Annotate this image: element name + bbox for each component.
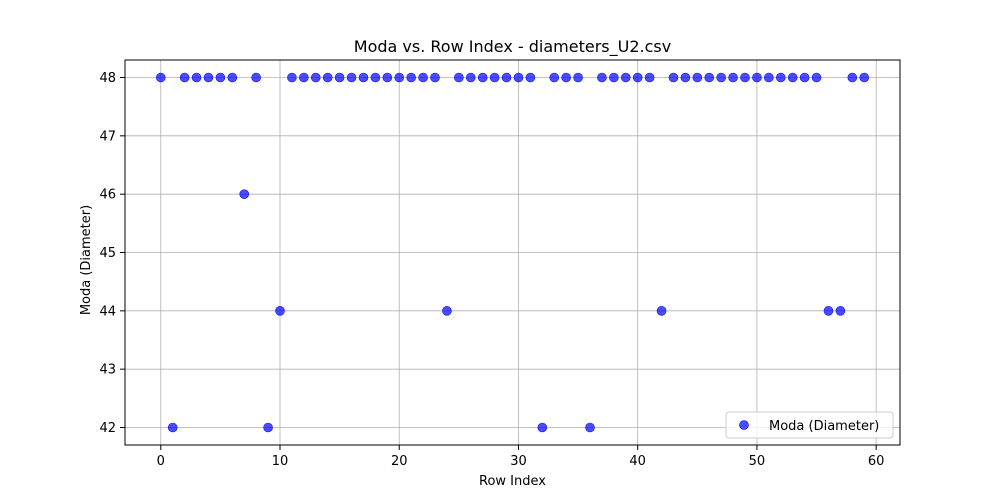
- scatter-point: [167, 422, 178, 433]
- scatter-point: [573, 72, 583, 83]
- y-tick-label: 44: [99, 304, 116, 319]
- scatter-point: [752, 72, 762, 83]
- x-tick-label: 0: [157, 454, 165, 469]
- scatter-point: [406, 72, 416, 83]
- scatter-point: [322, 72, 333, 83]
- y-axis-label: Moda (Diameter): [79, 205, 94, 315]
- x-tick-label: 30: [510, 454, 527, 469]
- x-tick-label: 10: [272, 454, 289, 469]
- scatter-point: [740, 72, 750, 83]
- y-tick-label: 43: [99, 363, 116, 378]
- scatter-point: [811, 72, 822, 83]
- scatter-point: [334, 72, 345, 83]
- x-tick-label: 20: [391, 454, 408, 469]
- scatter-point: [799, 72, 810, 83]
- scatter-point: [310, 72, 321, 83]
- scatter-point: [728, 72, 738, 83]
- scatter-point: [370, 72, 381, 83]
- scatter-point: [442, 306, 452, 316]
- scatter-point: [823, 306, 834, 316]
- y-tick-label: 45: [99, 246, 116, 261]
- scatter-point: [859, 72, 870, 83]
- scatter-point: [692, 72, 703, 83]
- scatter-point: [203, 72, 214, 83]
- scatter-point: [418, 72, 428, 83]
- y-tick-label: 46: [99, 188, 116, 203]
- scatter-point: [287, 72, 297, 83]
- scatter-point: [716, 72, 726, 83]
- scatter-point: [585, 422, 595, 433]
- scatter-point: [561, 72, 571, 83]
- scatter-point: [191, 72, 202, 83]
- data-points: [155, 72, 870, 433]
- scatter-point: [382, 72, 393, 83]
- y-tick-label: 48: [99, 71, 116, 86]
- legend-box: [725, 411, 894, 439]
- y-tick-label: 42: [99, 421, 116, 436]
- chart-title: Moda vs. Row Index - diameters_U2.csv: [354, 37, 671, 57]
- scatter-point: [299, 72, 309, 83]
- scatter-point: [680, 72, 691, 83]
- x-tick-label: 40: [629, 454, 646, 469]
- scatter-point: [489, 72, 500, 83]
- scatter-point: [597, 72, 607, 83]
- x-tick-label: 60: [868, 454, 885, 469]
- scatter-point: [346, 72, 357, 83]
- scatter-point: [764, 72, 774, 83]
- scatter-point: [775, 72, 786, 83]
- scatter-point: [275, 306, 285, 316]
- scatter-point: [501, 72, 512, 83]
- scatter-point: [215, 72, 226, 83]
- y-tick-label: 47: [99, 129, 116, 144]
- scatter-point: [835, 306, 846, 316]
- scatter-point: [620, 72, 631, 83]
- scatter-point: [632, 72, 643, 83]
- scatter-point: [179, 72, 190, 83]
- scatter-point: [465, 72, 476, 83]
- scatter-point: [430, 72, 440, 83]
- scatter-point: [668, 72, 679, 83]
- scatter-point: [704, 72, 715, 83]
- scatter-point: [358, 72, 369, 83]
- scatter-point: [513, 72, 524, 83]
- legend-label: Moda (Diameter): [769, 419, 879, 434]
- scatter-point: [644, 72, 655, 83]
- scatter-point: [537, 422, 548, 433]
- legend: Moda (Diameter): [725, 411, 894, 439]
- scatter-point: [656, 306, 667, 316]
- axis-ticks: 0 10 20 30 40 50 60 42 43 44 45 46 47 48: [99, 71, 884, 469]
- scatter-point: [239, 189, 250, 199]
- scatter-point: [454, 72, 464, 83]
- scatter-point: [847, 72, 858, 83]
- scatter-point: [155, 72, 166, 83]
- legend-marker: [739, 420, 749, 430]
- grid-lines: [125, 60, 900, 445]
- scatter-point: [787, 72, 798, 83]
- scatter-point: [549, 72, 560, 83]
- scatter-point: [251, 72, 261, 83]
- scatter-point: [609, 72, 619, 83]
- x-tick-label: 50: [749, 454, 766, 469]
- scatter-point: [227, 72, 238, 83]
- scatter-point: [525, 72, 536, 83]
- scatter-point: [263, 422, 273, 433]
- scatter-point: [394, 72, 405, 83]
- scatter-point: [477, 72, 488, 83]
- x-axis-label: Row Index: [479, 474, 546, 489]
